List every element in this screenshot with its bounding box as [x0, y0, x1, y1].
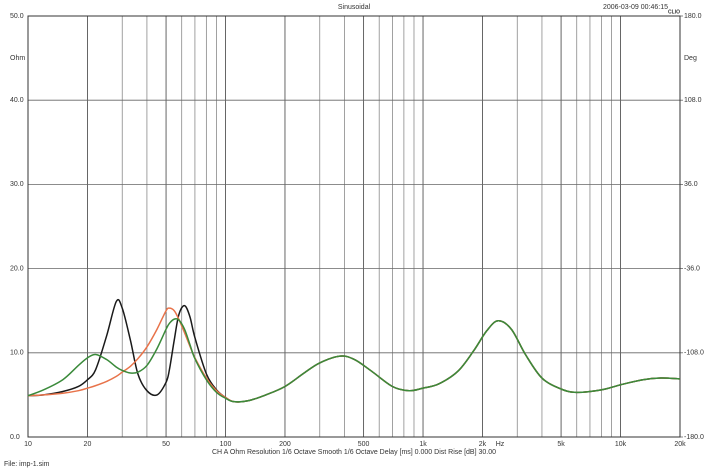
x-tick-label: 50	[162, 441, 170, 448]
file-name: File: imp-1.sim	[4, 461, 50, 468]
y-axis-label: Ohm	[10, 55, 25, 62]
x-tick-label: 2k	[479, 441, 487, 448]
x-tick-label: 200	[279, 441, 291, 448]
y-tick-label: 10.0	[10, 350, 24, 357]
x-tick-label: 10	[24, 441, 32, 448]
y2-axis-label: Deg	[684, 55, 697, 62]
y2-tick-label: -36.0	[684, 265, 700, 272]
y2-tick-label: 108.0	[684, 97, 702, 104]
x-axis-label: Hz	[496, 441, 505, 448]
brand: CLIO	[668, 9, 680, 15]
y2-tick-label: -180.0	[684, 434, 704, 441]
y2-tick-label: 180.0	[684, 13, 702, 20]
x-tick-label: 5k	[557, 441, 565, 448]
x-tick-label: 20k	[674, 441, 686, 448]
x-tick-label: 10k	[615, 441, 627, 448]
y2-tick-label: 36.0	[684, 181, 698, 188]
plot-frame	[27, 15, 681, 438]
y-tick-label: 40.0	[10, 97, 24, 104]
x-tick-label: 500	[358, 441, 370, 448]
y-tick-label: 20.0	[10, 265, 24, 272]
timestamp: 2006-03-09 00:46:15	[603, 4, 668, 11]
footer-info: CH A Ohm Resolution 1/6 Octave Smooth 1/…	[212, 449, 496, 456]
x-tick-label: 1k	[419, 441, 427, 448]
series-line	[27, 317, 681, 403]
y-tick-label: 30.0	[10, 181, 24, 188]
x-tick-label: 20	[84, 441, 92, 448]
y-tick-label: 50.0	[10, 13, 24, 20]
y-tick-label: 0.0	[10, 434, 20, 441]
chart-title: Sinusoidal	[338, 4, 371, 11]
y2-tick-label: -108.0	[684, 350, 704, 357]
x-tick-label: 100	[220, 441, 232, 448]
